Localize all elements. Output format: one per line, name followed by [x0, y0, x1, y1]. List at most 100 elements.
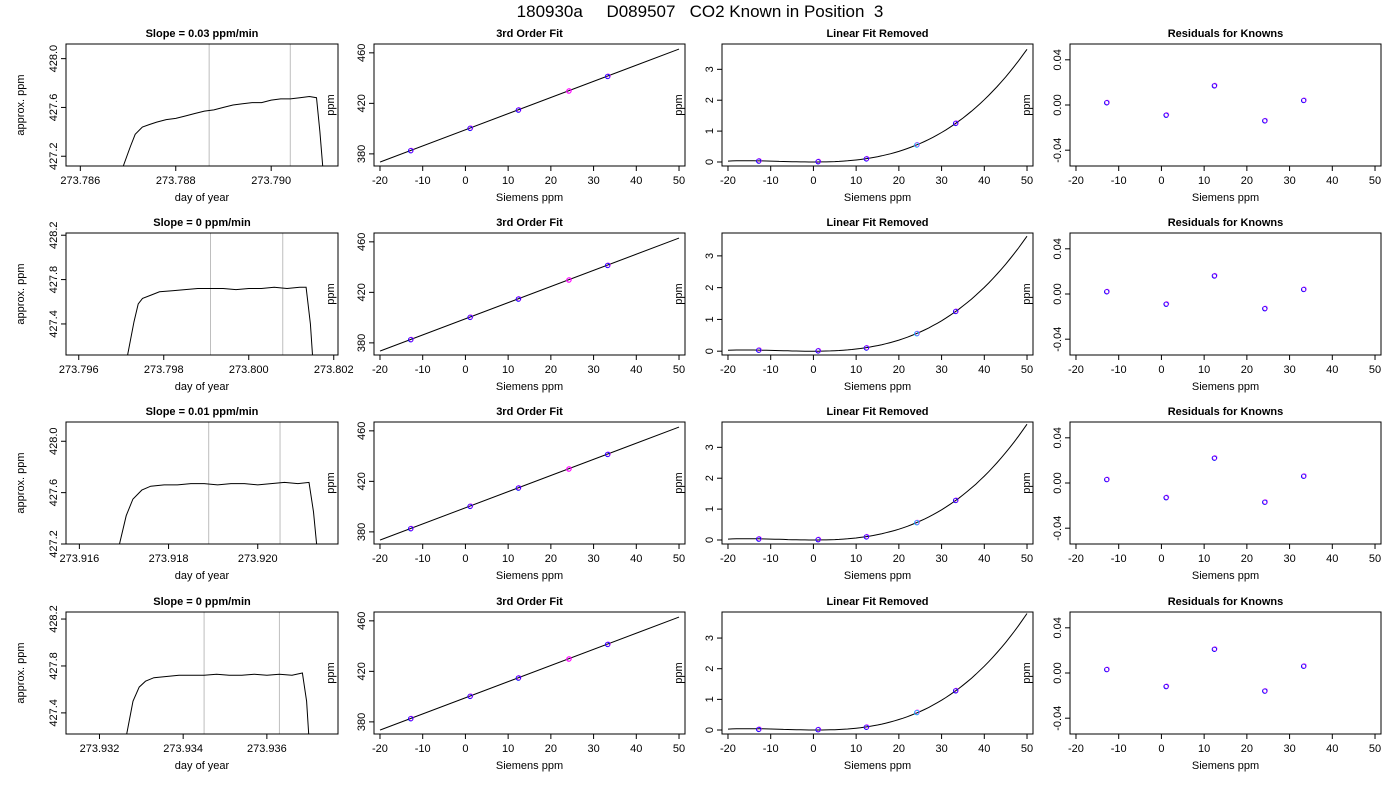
x-tick-label: 50: [1369, 743, 1381, 755]
x-tick-label: 20: [545, 553, 557, 565]
y-tick-label: 0.04: [1052, 617, 1064, 638]
plot-frame: [721, 421, 1034, 545]
data-point: [566, 466, 572, 472]
data-point: [863, 724, 870, 730]
y-tick-label: 420: [356, 94, 368, 112]
x-tick-label: 273.918: [149, 553, 189, 565]
data-point: [467, 503, 473, 510]
data-point: [815, 727, 821, 733]
y-tick-label: 0: [704, 159, 716, 165]
panel-10: 3rd Order Fit -20 -10 0 10 20 30 40 50 380 420 460 S…: [325, 406, 686, 582]
data-point-overlay: [756, 347, 762, 353]
x-tick-label: 0: [1158, 364, 1164, 376]
y-axis-label: ppm: [325, 662, 337, 683]
x-tick-label: -10: [415, 175, 431, 187]
x-tick-label: 30: [1283, 175, 1295, 187]
x-tick-label: 10: [502, 175, 514, 187]
y-tick-label: 1: [704, 696, 716, 702]
x-tick-label: 50: [1021, 553, 1033, 565]
x-tick-label: 10: [502, 743, 514, 755]
data-point: [952, 497, 959, 504]
data-point-overlay: [1262, 305, 1268, 311]
data-point-overlay: [1212, 646, 1218, 652]
panel-title: Slope = 0.03 ppm/min: [146, 28, 259, 40]
y-tick-label: 428.0: [48, 427, 60, 455]
data-point: [515, 296, 522, 302]
x-tick-label: 20: [893, 175, 905, 187]
y-tick-label: 1: [704, 506, 716, 512]
plot-frame: [1069, 611, 1382, 735]
data-point-overlay: [1212, 272, 1218, 278]
data-point: [515, 485, 522, 491]
x-tick-label: 30: [1283, 553, 1295, 565]
data-point: [1104, 289, 1110, 295]
x-tick-label: 50: [673, 175, 685, 187]
data-point-overlay: [605, 641, 611, 647]
x-tick-label: 30: [1283, 743, 1295, 755]
y-tick-label: 427.4: [48, 310, 60, 338]
fit-line: [379, 237, 680, 352]
x-tick-label: 273.936: [247, 743, 287, 755]
data-point: [1163, 494, 1169, 501]
y-tick-label: 427.8: [48, 266, 60, 294]
data-point-overlay: [408, 336, 414, 342]
data-series-line: [122, 95, 324, 166]
data-point-overlay: [756, 158, 762, 164]
data-point-overlay: [605, 451, 611, 457]
y-tick-label: 460: [356, 233, 368, 251]
data-point: [1262, 118, 1268, 124]
x-tick-label: 40: [630, 553, 642, 565]
panel-title: Residuals for Knowns: [1168, 406, 1284, 418]
data-point-overlay: [1104, 99, 1110, 105]
x-tick-label: -10: [415, 553, 431, 565]
data-point-overlay: [1164, 112, 1170, 118]
x-axis-label: Siemens ppm: [844, 381, 911, 393]
y-axis-label: ppm: [673, 94, 685, 115]
panel-title: Slope = 0 ppm/min: [153, 217, 251, 229]
y-tick-label: 427.2: [48, 142, 60, 170]
y-axis-label: ppm: [673, 472, 685, 493]
data-point: [1163, 301, 1169, 307]
x-tick-label: -10: [763, 175, 779, 187]
fit-curve: [727, 235, 1028, 352]
x-tick-label: 50: [673, 743, 685, 755]
y-tick-label: 2: [704, 97, 716, 103]
x-tick-label: -20: [1068, 743, 1084, 755]
plot-frame: [721, 611, 1034, 735]
x-tick-label: 20: [1241, 175, 1253, 187]
x-tick-label: 30: [1283, 364, 1295, 376]
x-tick-label: 20: [893, 364, 905, 376]
x-tick-label: 0: [1158, 743, 1164, 755]
data-point-overlay: [914, 519, 920, 525]
y-tick-label: 380: [356, 334, 368, 352]
x-axis-label: Siemens ppm: [496, 192, 563, 204]
y-tick-label: 0.00: [1052, 94, 1064, 115]
data-point: [467, 125, 473, 132]
y-tick-label: 427.6: [48, 94, 60, 122]
data-point-overlay: [1104, 666, 1110, 672]
y-tick-label: -0.04: [1052, 706, 1064, 731]
y-tick-label: 460: [356, 422, 368, 440]
x-tick-label: -10: [1111, 743, 1127, 755]
data-point: [815, 536, 821, 543]
data-point-overlay: [468, 125, 474, 131]
plot-frame: [1069, 232, 1382, 356]
panel-4: Residuals for Knowns -20 -10 0 10 20 30 40 50 -0.…: [1021, 28, 1382, 204]
panel-11: Linear Fit Removed -20 -10 0 10 20 30 40 50 0 1 2 3 S…: [673, 406, 1034, 582]
x-tick-label: 20: [545, 364, 557, 376]
y-axis-label: approx. ppm: [15, 263, 27, 324]
plot-frame: [65, 611, 339, 735]
x-tick-label: -20: [720, 553, 736, 565]
data-point: [604, 641, 611, 648]
panel-1: Slope = 0.03 ppm/min 273.786 273.788 273.79…: [15, 28, 339, 204]
data-point: [863, 156, 870, 162]
x-tick-label: 273.932: [80, 743, 120, 755]
data-point: [566, 88, 572, 94]
panel-title: Slope = 0 ppm/min: [153, 596, 251, 608]
data-point: [604, 262, 611, 269]
y-tick-label: 1: [704, 128, 716, 134]
x-tick-label: 10: [850, 743, 862, 755]
plot-frame: [373, 232, 686, 356]
x-tick-label: 10: [502, 364, 514, 376]
x-tick-label: 0: [810, 743, 816, 755]
